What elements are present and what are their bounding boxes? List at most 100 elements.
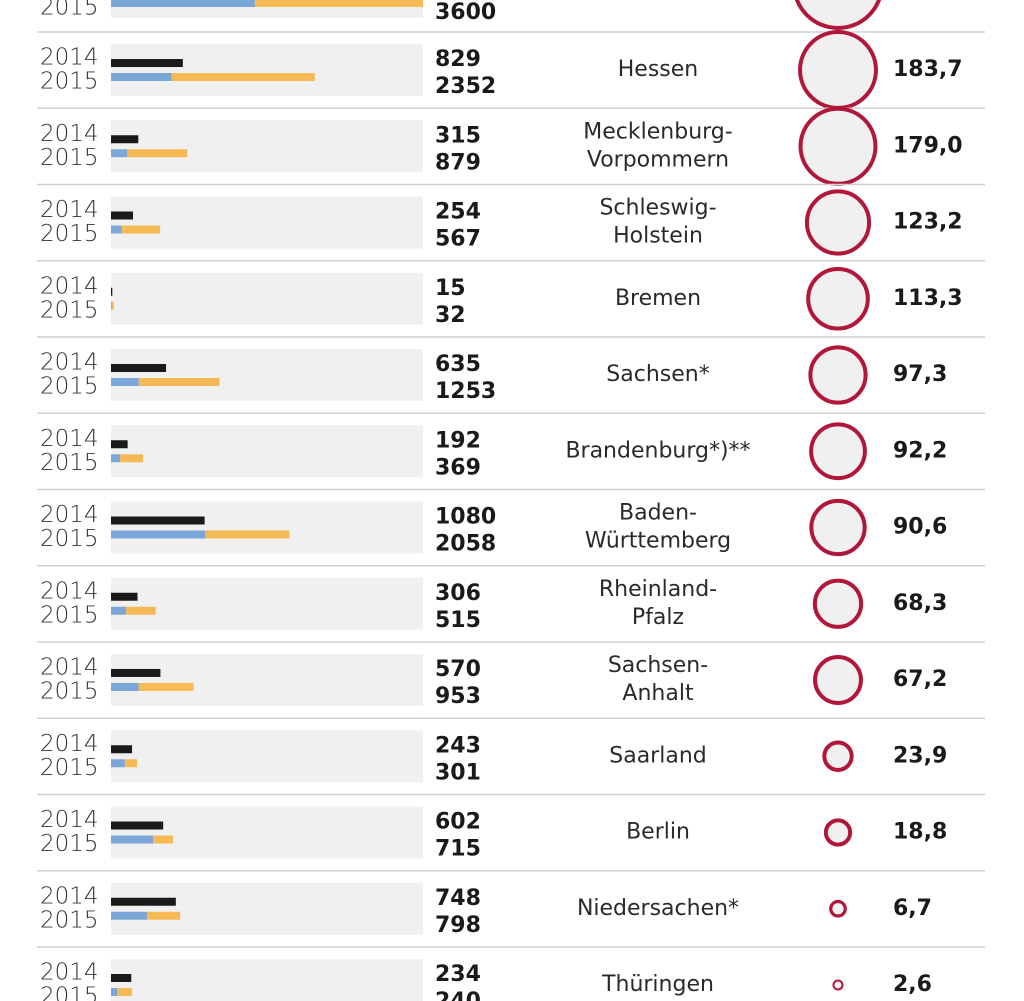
percent-circle [823,818,853,847]
state-name: Berlin [626,820,690,845]
bar-2015-blue [111,530,206,539]
bar-2015-orange [117,988,132,996]
bar-background [111,272,423,325]
value-2014: 234 [435,962,481,987]
bar-2014 [111,821,164,830]
percent-circle [794,0,882,30]
state-name: Brandenburg*)** [565,438,750,463]
bar-2015-blue [111,911,147,920]
bar-2014 [111,364,167,372]
year-label: 2014 [40,807,99,833]
bar-2015-blue [111,835,154,844]
bar-2015-orange [146,911,181,920]
year-label: 2014 [40,502,99,528]
bar-background [111,501,423,554]
state-name: Pfalz [632,605,684,630]
year-label: 2014 [40,350,99,376]
bar-background [111,882,423,935]
year-label: 2015 [40,374,99,400]
year-label: 2014 [40,45,99,71]
state-name: Württemberg [585,529,731,554]
bar-2015-blue [111,454,121,463]
year-label: 2014 [40,197,99,223]
value-2014: 315 [435,123,481,148]
year-label: 2015 [40,145,99,171]
percent-circle [808,345,868,405]
percent-label: 23,9 [893,743,947,768]
bar-2014 [111,745,133,754]
value-2014: 602 [435,810,481,835]
year-label: 2015 [40,984,99,1001]
bar-2015-blue [111,0,255,7]
value-2014: 570 [435,657,481,682]
bar-background [111,806,423,859]
state-name: Sachsen- [608,653,708,678]
year-label: 2014 [40,426,99,452]
percent-label: 6,7 [893,896,932,921]
value-2014: 192 [435,428,481,453]
state-name: Thüringen [601,972,714,997]
value-2014: 306 [435,581,481,606]
year-label: 2015 [40,526,99,552]
value-2015: 2352 [435,74,496,99]
percent-circle [804,189,872,256]
percent-circle [832,979,844,991]
state-name: Anhalt [622,681,694,706]
year-label: 2015 [40,907,99,933]
bar-2015-blue [111,149,128,158]
value-2015: 798 [435,913,481,938]
percent-label: 92,2 [893,438,947,463]
percent-circle [812,578,864,629]
bar-2015-blue [111,73,172,81]
state-name: Schleswig- [599,196,716,221]
bar-2015-blue [111,606,127,615]
year-label: 2014 [40,121,99,147]
bar-2014 [111,211,134,220]
state-name: Rheinland- [599,577,717,602]
year-label: 2014 [40,578,99,604]
year-label: 2014 [40,883,99,909]
bar-2014 [111,669,161,677]
state-name: Baden- [619,501,697,526]
bar-background [111,577,423,630]
bar-2015-orange [127,149,188,158]
value-2015: 369 [435,455,481,480]
bar-2014 [111,135,139,144]
year-label: 2015 [40,831,99,857]
state-name: Bremen [615,286,701,311]
bar-2015-blue [111,759,125,768]
bar-2014 [111,59,183,67]
state-name: Hessen [618,57,698,82]
bar-2014 [111,592,138,601]
state-name: Mecklenburg- [583,119,732,144]
bar-2015-orange [120,454,143,463]
bar-background [111,196,423,249]
state-name: Sachsen* [606,362,709,387]
percent-label: 179,0 [893,133,963,158]
state-name: Vorpommern [587,147,729,172]
year-label: 2015 [40,679,99,705]
year-label: 2015 [40,755,99,781]
percent-label: 113,3 [893,286,963,311]
bar-2015-orange [254,0,423,7]
bar-2015-orange [126,606,156,615]
value-2015: 32 [435,303,466,328]
year-label: 2015 [40,602,99,628]
bar-2015-orange [121,225,161,234]
bar-2015-orange [205,530,290,539]
percent-label: 18,8 [893,820,947,845]
value-2015: 301 [435,760,481,785]
value-2015: 715 [435,837,481,862]
bar-background [111,349,423,401]
year-label: 2014 [40,731,99,757]
percent-circle [798,106,878,186]
value-2014: 748 [435,886,481,911]
percent-label: 68,3 [893,591,947,616]
bar-background [111,44,423,96]
bar-2015-orange [138,683,194,691]
bar-2014 [111,897,176,906]
value-2014: 243 [435,733,481,758]
year-label: 2015 [40,0,99,21]
bar-2015-orange [153,835,173,844]
year-label: 2015 [40,69,99,95]
